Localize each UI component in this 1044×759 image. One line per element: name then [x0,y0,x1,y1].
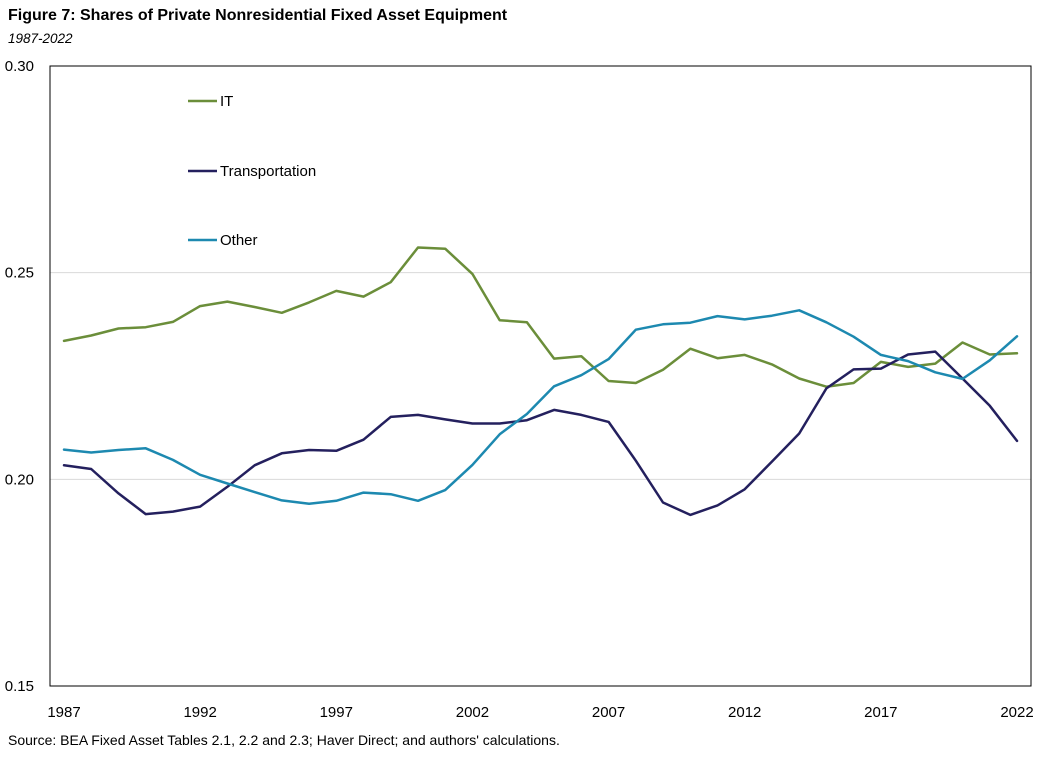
legend-item-it: IT [188,93,233,110]
series-line-transportation [62,350,1019,517]
x-tick-label: 1997 [320,704,353,721]
legend-item-other: Other [188,232,258,249]
x-axis-ticks: 1987 1992 1997 2002 2007 2012 2017 2022 [47,704,1033,721]
legend-label: IT [220,93,233,110]
chart-title: Figure 7: Shares of Private Nonresidenti… [8,7,508,24]
legend-label: Transportation [220,163,316,180]
x-tick-label: 1987 [47,704,80,721]
x-tick-label: 1992 [183,704,216,721]
legend-item-transportation: Transportation [188,163,316,180]
legend: IT Transportation Other [188,93,316,249]
series-line-it [62,246,1019,388]
gridlines [50,272,1031,480]
line-chart: 0.15 0.20 0.25 0.30 1987 1992 1997 2002 2007 201… [5,58,1034,721]
x-tick-label: 2002 [456,704,489,721]
y-axis-ticks: 0.15 0.20 0.25 0.30 [5,58,34,695]
series-lines [62,246,1019,517]
x-tick-label: 2017 [864,704,897,721]
plot-area-frame [49,65,1032,687]
y-tick-label: 0.20 [5,471,34,488]
x-tick-label: 2022 [1000,704,1033,721]
chart-subtitle: 1987-2022 [8,31,73,46]
source-note: Source: BEA Fixed Asset Tables 2.1, 2.2 … [8,732,560,748]
x-tick-label: 2007 [592,704,625,721]
series-line-other [62,309,1019,505]
y-tick-label: 0.30 [5,58,34,75]
x-tick-label: 2012 [728,704,761,721]
y-tick-label: 0.15 [5,678,34,695]
y-tick-label: 0.25 [5,265,34,282]
legend-label: Other [220,232,258,249]
